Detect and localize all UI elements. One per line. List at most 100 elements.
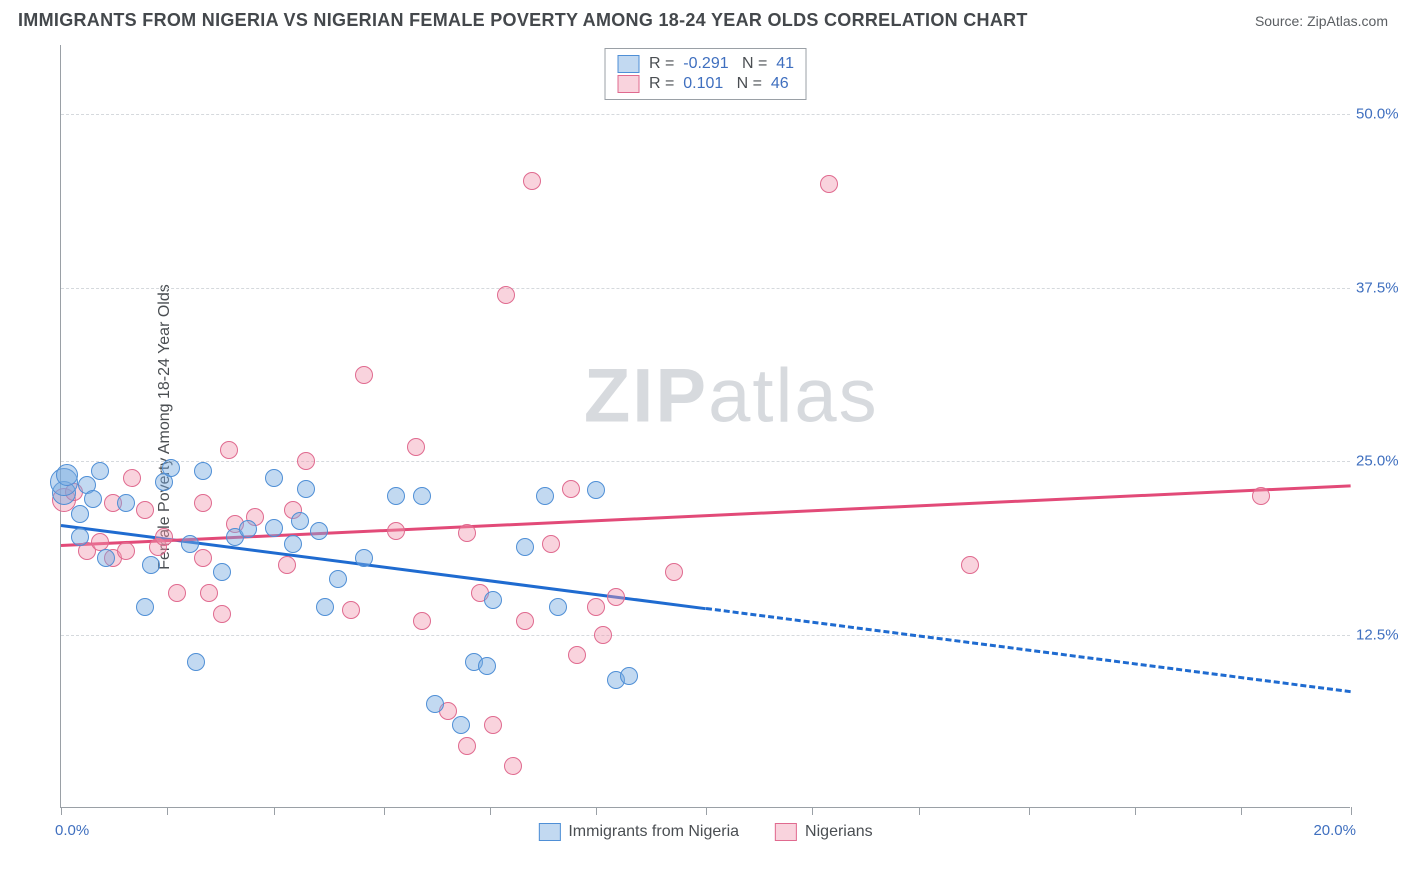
x-tick <box>919 807 920 815</box>
scatter-point <box>297 452 315 470</box>
scatter-point <box>426 695 444 713</box>
scatter-point <box>484 591 502 609</box>
scatter-point <box>91 533 109 551</box>
x-tick <box>384 807 385 815</box>
scatter-point <box>342 601 360 619</box>
scatter-point <box>562 480 580 498</box>
legend-stats-row: R = 0.101 N = 46 <box>617 75 794 93</box>
scatter-point <box>136 598 154 616</box>
source-attribution: Source: ZipAtlas.com <box>1255 13 1388 29</box>
gridline-h <box>61 288 1350 289</box>
scatter-point <box>213 605 231 623</box>
scatter-point <box>536 487 554 505</box>
scatter-point <box>594 626 612 644</box>
scatter-point <box>497 286 515 304</box>
scatter-point <box>820 175 838 193</box>
scatter-point <box>478 657 496 675</box>
legend-stats: R = -0.291 N = 41 R = 0.101 N = 46 <box>604 48 807 100</box>
chart-container: Female Poverty Among 18-24 Year Olds ZIP… <box>60 45 1350 808</box>
scatter-point <box>458 524 476 542</box>
scatter-point <box>265 469 283 487</box>
scatter-point <box>587 481 605 499</box>
x-tick <box>490 807 491 815</box>
scatter-point <box>284 535 302 553</box>
gridline-h <box>61 114 1350 115</box>
legend-swatch <box>617 55 639 73</box>
scatter-point <box>136 501 154 519</box>
scatter-point <box>484 716 502 734</box>
legend-label: Nigerians <box>805 823 873 841</box>
scatter-point <box>84 490 102 508</box>
trendline <box>706 607 1351 693</box>
scatter-point <box>162 459 180 477</box>
scatter-point <box>549 598 567 616</box>
x-tick <box>1135 807 1136 815</box>
scatter-point <box>181 535 199 553</box>
scatter-point <box>310 522 328 540</box>
legend-swatch <box>775 823 797 841</box>
scatter-point <box>123 469 141 487</box>
scatter-point <box>355 366 373 384</box>
x-label-left: 0.0% <box>55 822 89 839</box>
x-label-right: 20.0% <box>1313 822 1356 839</box>
scatter-point <box>961 556 979 574</box>
legend-series-item: Immigrants from Nigeria <box>538 823 739 841</box>
x-tick <box>1351 807 1352 815</box>
y-tick-label: 50.0% <box>1356 106 1406 123</box>
scatter-point <box>117 494 135 512</box>
scatter-point <box>516 538 534 556</box>
scatter-point <box>91 462 109 480</box>
gridline-h <box>61 635 1350 636</box>
plot-area: ZIPatlas 12.5%25.0%37.5%50.0%0.0%20.0%R … <box>60 45 1350 808</box>
scatter-point <box>607 588 625 606</box>
scatter-point <box>665 563 683 581</box>
watermark-bold: ZIP <box>584 353 708 438</box>
scatter-point <box>452 716 470 734</box>
scatter-point <box>71 528 89 546</box>
scatter-point <box>523 172 541 190</box>
scatter-point <box>187 653 205 671</box>
scatter-point <box>568 646 586 664</box>
legend-stat-text: R = 0.101 N = 46 <box>649 75 789 93</box>
legend-stat-text: R = -0.291 N = 41 <box>649 55 794 73</box>
x-tick <box>167 807 168 815</box>
x-tick <box>706 807 707 815</box>
gridline-h <box>61 461 1350 462</box>
watermark: ZIPatlas <box>584 352 879 439</box>
scatter-point <box>265 519 283 537</box>
chart-header: IMMIGRANTS FROM NIGERIA VS NIGERIAN FEMA… <box>0 0 1406 39</box>
scatter-point <box>587 598 605 616</box>
scatter-point <box>142 556 160 574</box>
watermark-light: atlas <box>708 353 879 438</box>
x-tick <box>596 807 597 815</box>
scatter-point <box>297 480 315 498</box>
legend-stats-row: R = -0.291 N = 41 <box>617 55 794 73</box>
x-tick <box>61 807 62 815</box>
scatter-point <box>387 487 405 505</box>
scatter-point <box>458 737 476 755</box>
scatter-point <box>407 438 425 456</box>
y-tick-label: 12.5% <box>1356 626 1406 643</box>
x-tick <box>1029 807 1030 815</box>
scatter-point <box>291 512 309 530</box>
scatter-point <box>316 598 334 616</box>
scatter-point <box>387 522 405 540</box>
scatter-point <box>239 520 257 538</box>
scatter-point <box>194 494 212 512</box>
scatter-point <box>620 667 638 685</box>
x-tick <box>1241 807 1242 815</box>
scatter-point <box>355 549 373 567</box>
scatter-point <box>329 570 347 588</box>
scatter-point <box>220 441 238 459</box>
scatter-point <box>278 556 296 574</box>
scatter-point <box>97 549 115 567</box>
scatter-point <box>194 462 212 480</box>
x-tick <box>812 807 813 815</box>
scatter-point <box>542 535 560 553</box>
scatter-point <box>71 505 89 523</box>
scatter-point <box>56 464 78 486</box>
y-tick-label: 37.5% <box>1356 279 1406 296</box>
legend-swatch <box>617 75 639 93</box>
scatter-point <box>504 757 522 775</box>
scatter-point <box>516 612 534 630</box>
